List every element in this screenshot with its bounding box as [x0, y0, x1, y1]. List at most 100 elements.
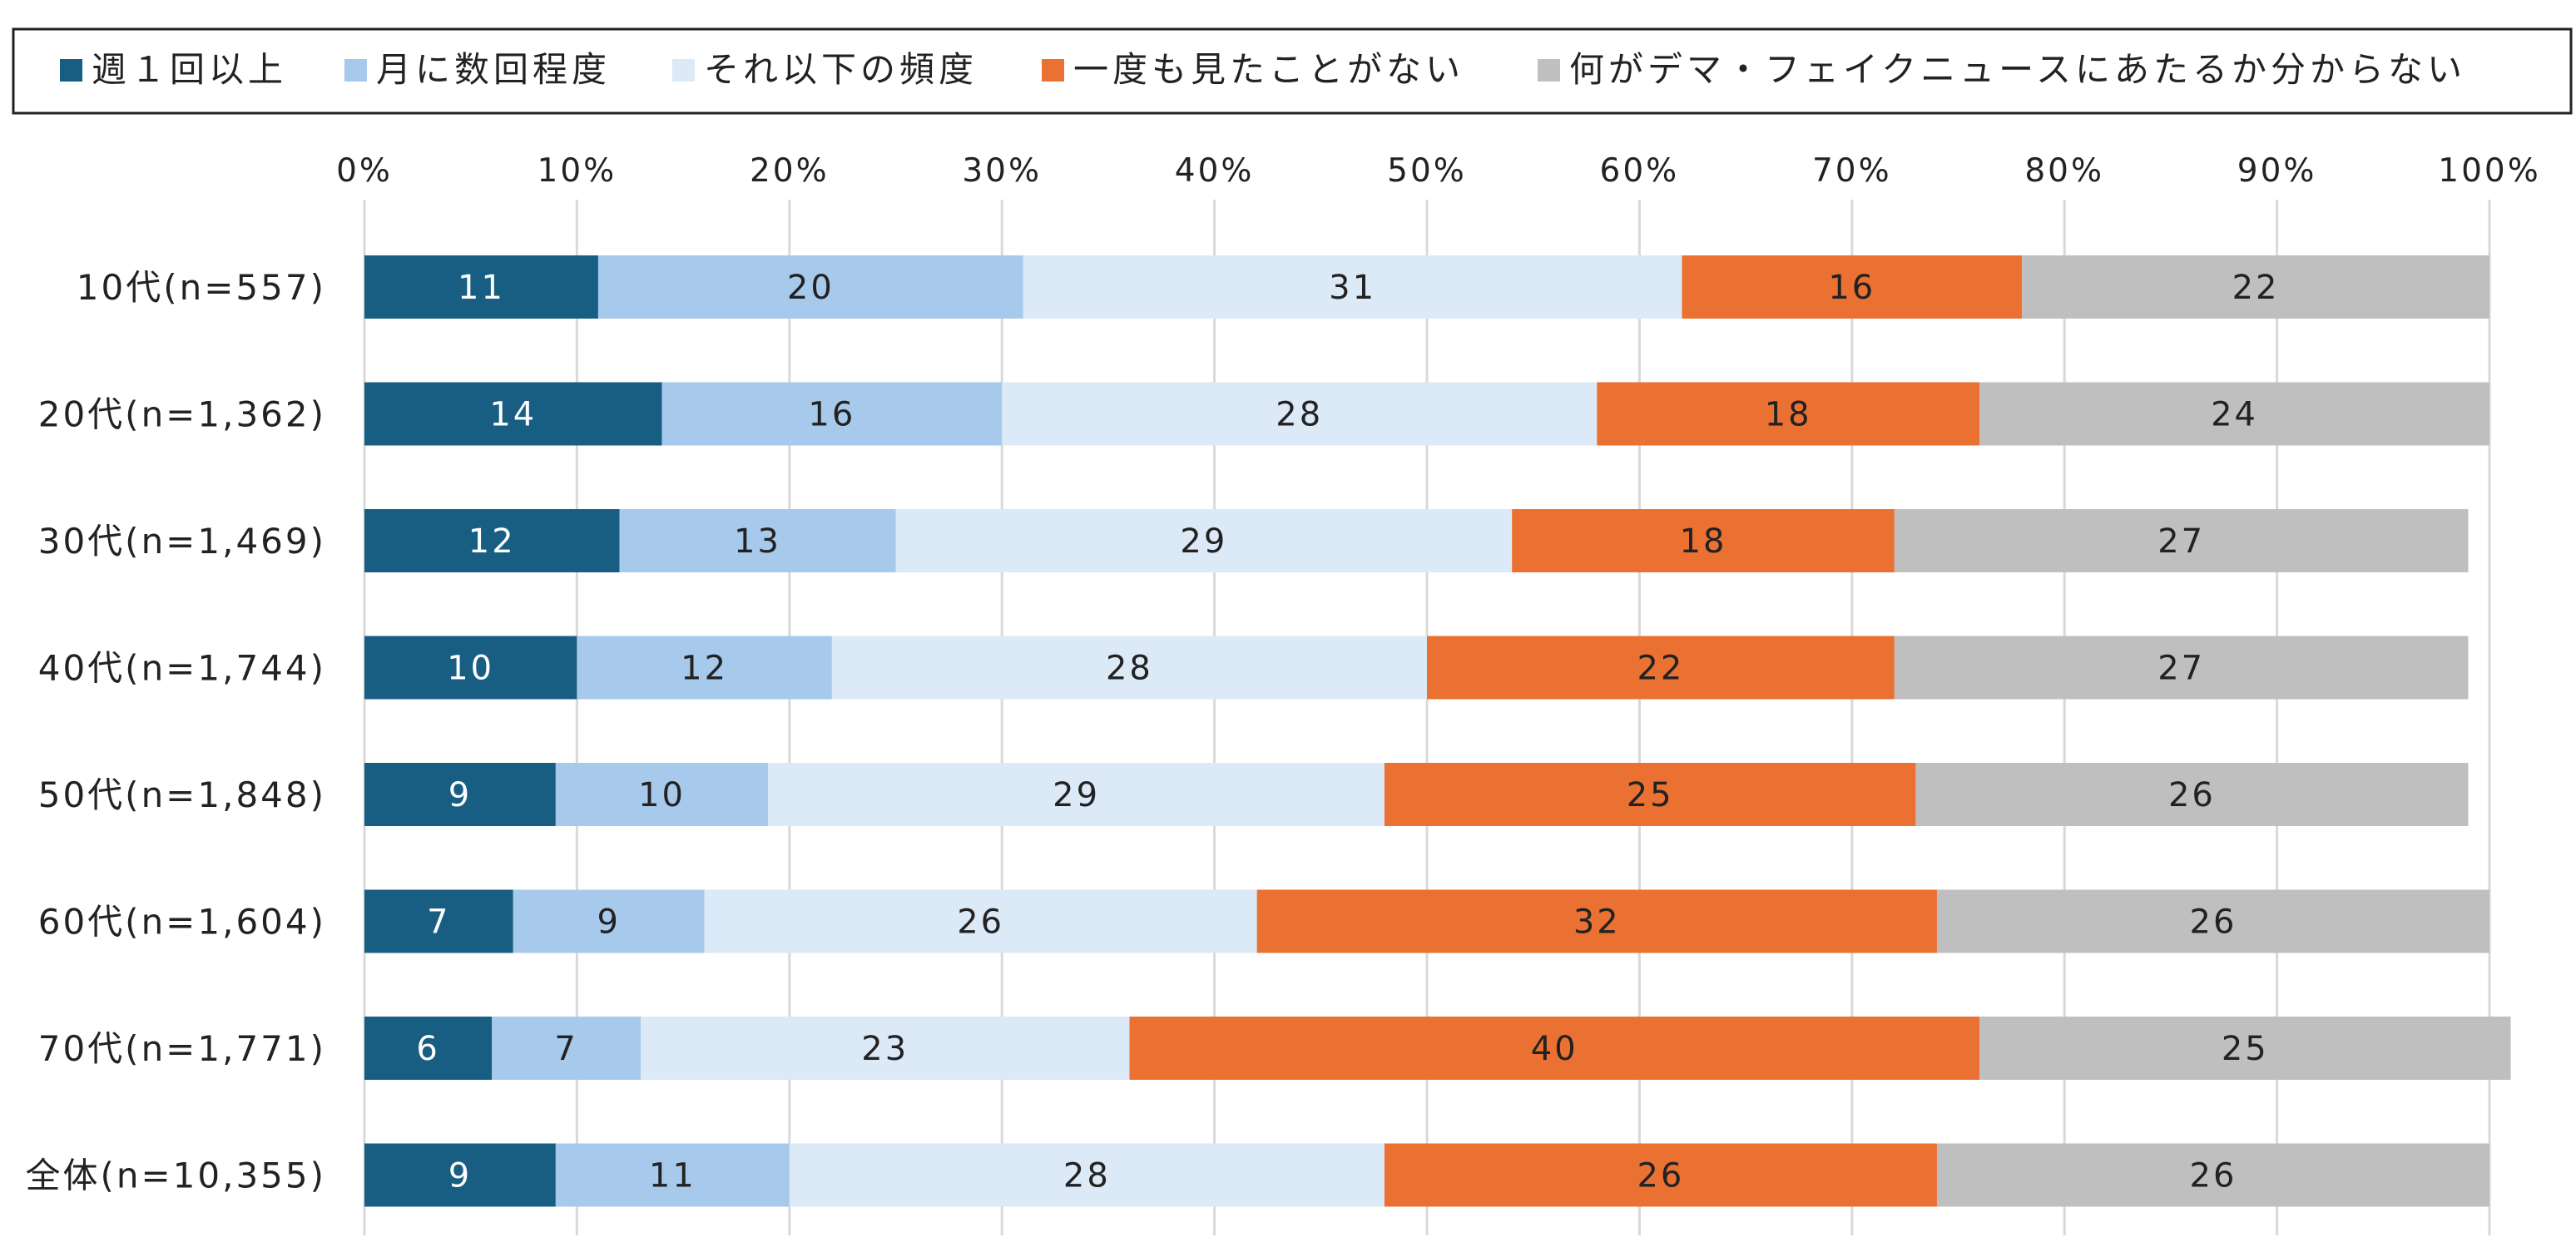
- data-label: 18: [1765, 396, 1812, 434]
- data-label: 29: [1180, 522, 1227, 561]
- data-label: 40: [1531, 1030, 1578, 1068]
- x-tick-label: 100%: [2438, 152, 2541, 190]
- data-label: 7: [427, 903, 450, 942]
- data-label: 28: [1106, 650, 1153, 688]
- gridlines: [363, 200, 2491, 1235]
- data-label: 27: [2157, 522, 2205, 561]
- data-label: 9: [448, 1157, 472, 1195]
- category-label: 50代(n=1,848): [38, 774, 326, 815]
- data-label: 11: [649, 1157, 696, 1195]
- legend-entry: 週１回以上: [60, 49, 287, 90]
- legend-label: 一度も見たことがない: [1073, 49, 1464, 90]
- category-label: 70代(n=1,771): [38, 1028, 326, 1069]
- data-label: 24: [2211, 396, 2258, 434]
- bar-segment: [1894, 636, 2469, 700]
- legend-label: 週１回以上: [92, 49, 287, 90]
- bar-row: 6 7 23 40 25: [364, 1017, 2511, 1080]
- legend-swatch: [344, 59, 367, 82]
- x-tick-label: 20%: [750, 152, 830, 190]
- x-tick-label: 90%: [2237, 152, 2317, 190]
- bar-row: 10 12 28 22 27: [364, 636, 2469, 700]
- data-label: 13: [734, 522, 781, 561]
- bar-segment: [1002, 382, 1598, 446]
- legend-swatch: [672, 59, 695, 82]
- data-label: 9: [597, 903, 620, 942]
- bar-segment: [1597, 382, 1980, 446]
- bar-segment: [1979, 1017, 2511, 1080]
- data-label: 25: [1627, 776, 1674, 814]
- data-label: 28: [1276, 396, 1323, 434]
- data-label: 26: [2190, 1157, 2237, 1195]
- bar-segment: [2022, 255, 2489, 319]
- bar-row: 14 16 28 18 24: [364, 382, 2489, 446]
- bar-segment: [1512, 509, 1895, 572]
- bar-segment: [1936, 1143, 2489, 1207]
- x-tick-label: 80%: [2024, 152, 2104, 190]
- bar-segment: [704, 889, 1257, 953]
- data-label: 22: [2232, 269, 2280, 307]
- bar-segment: [364, 255, 598, 319]
- bar-segment: [364, 1143, 556, 1207]
- data-label: 9: [448, 776, 472, 814]
- legend-label: 月に数回程度: [376, 49, 611, 90]
- bar-segment: [555, 1143, 790, 1207]
- data-label: 26: [1637, 1157, 1684, 1195]
- bar-segment: [1384, 763, 1916, 826]
- data-label: 14: [489, 396, 537, 434]
- data-label: 25: [2222, 1030, 2269, 1068]
- bar-segment: [577, 636, 832, 700]
- data-label: 11: [458, 269, 505, 307]
- data-label: 7: [554, 1030, 577, 1068]
- bar-row: 7 9 26 32 26: [364, 889, 2489, 953]
- bar-segment: [1256, 889, 1937, 953]
- bar-segment: [364, 382, 662, 446]
- bar-row: 11 20 31 16 22: [364, 255, 2489, 319]
- bar-segment: [364, 889, 513, 953]
- x-tick-label: 0%: [336, 152, 393, 190]
- bar-segment: [597, 255, 1023, 319]
- data-label: 27: [2157, 650, 2205, 688]
- x-tick-label: 50%: [1387, 152, 1467, 190]
- legend-entry: 一度も見たことがない: [1042, 49, 1464, 90]
- legend-label: それ以下の頻度: [704, 49, 978, 90]
- bar-segment: [895, 509, 1513, 572]
- bar-segment: [364, 509, 620, 572]
- legend-entry: それ以下の頻度: [672, 49, 978, 90]
- data-label: 12: [468, 522, 516, 561]
- data-label: 26: [2190, 903, 2237, 942]
- category-label: 60代(n=1,604): [38, 902, 326, 943]
- x-axis-tick-labels: 0% 10% 20% 30% 40% 50% 60% 70% 80% 90% 100%: [336, 152, 2541, 190]
- bars: 11 20 31 16 22 14 16 28 18 24 12 13 29 18 27 10 12 28 22 27…: [364, 255, 2511, 1207]
- legend-entry: 月に数回程度: [344, 49, 611, 90]
- x-tick-label: 30%: [962, 152, 1042, 190]
- data-label: 16: [808, 396, 855, 434]
- data-label: 18: [1680, 522, 1727, 561]
- bar-segment: [1023, 255, 1682, 319]
- data-label: 10: [447, 650, 494, 688]
- bar-segment: [555, 763, 769, 826]
- data-label: 12: [681, 650, 728, 688]
- x-tick-label: 40%: [1175, 152, 1255, 190]
- data-label: 16: [1828, 269, 1875, 307]
- data-label: 31: [1329, 269, 1376, 307]
- bar-segment: [1384, 1143, 1937, 1207]
- bar-segment: [789, 1143, 1385, 1207]
- data-label: 26: [2168, 776, 2216, 814]
- legend-box: [12, 27, 2573, 115]
- data-label: 10: [638, 776, 686, 814]
- data-label: 22: [1637, 650, 1684, 688]
- category-label: 10代(n=557): [77, 267, 326, 308]
- data-label: 29: [1053, 776, 1100, 814]
- category-label: 30代(n=1,469): [38, 521, 326, 562]
- x-tick-label: 10%: [537, 152, 617, 190]
- bar-segment: [364, 1017, 493, 1080]
- data-label: 6: [416, 1030, 439, 1068]
- category-label: 20代(n=1,362): [38, 394, 326, 435]
- data-label: 26: [957, 903, 1004, 942]
- bar-row: 9 11 28 26 26: [364, 1143, 2489, 1207]
- bar-segment: [661, 382, 1003, 446]
- bar-segment: [1129, 1017, 1980, 1080]
- category-labels: 10代(n=557) 20代(n=1,362) 30代(n=1,469) 40代(n=…: [25, 267, 326, 1196]
- bar-segment: [768, 763, 1385, 826]
